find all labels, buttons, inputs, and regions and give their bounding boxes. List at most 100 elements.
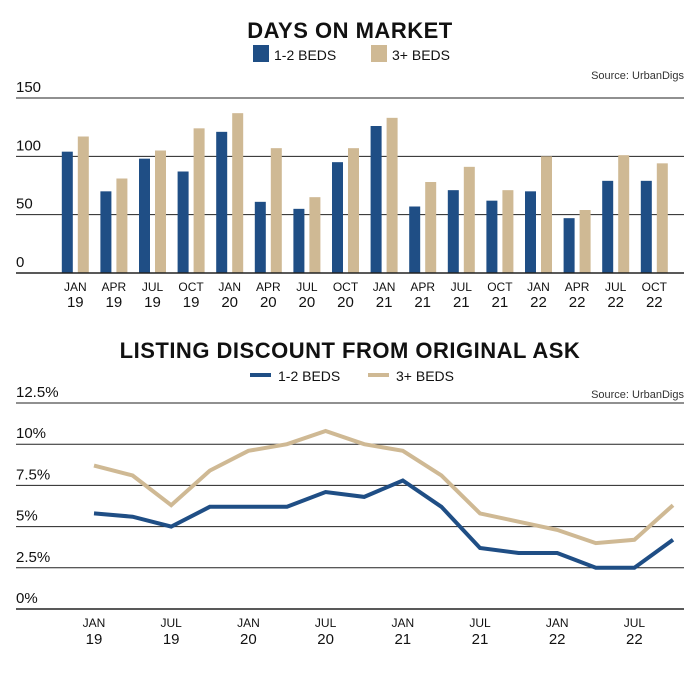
bar-x-tick-year: 21 [414,294,431,311]
bar-1-2-beds-jan-20 [216,132,227,273]
bar-x-tick-year: 19 [106,294,123,311]
bar-1-2-beds-jul-22 [602,181,613,273]
line-x-tick-year: 19 [86,631,103,648]
bar-x-axis: JAN19APR19JUL19OCT19JAN20APR20JUL20OCT20… [64,280,668,311]
bar-x-tick-year: 21 [453,294,470,311]
line-x-tick-year: 22 [626,631,643,648]
bar-x-tick-year: 22 [607,294,624,311]
bar-x-tick-month: APR [565,280,590,294]
bar-x-tick-year: 22 [530,294,547,311]
bar-1-2-beds-jan-22 [525,191,536,273]
bar-x-tick-year: 20 [260,294,277,311]
bar-legend-label-1-2-beds: 1-2 BEDS [274,47,336,63]
bar-3plus-beds-jul-21 [464,167,475,273]
bar-1-2-beds-jul-20 [293,209,304,273]
line-x-tick-year: 19 [163,631,180,648]
bar-plot-area [62,113,668,273]
bar-x-tick-month: APR [256,280,281,294]
bar-x-tick-month: JUL [296,280,318,294]
bar-legend-swatch-1-2-beds [253,45,269,62]
bar-3plus-beds-oct-19 [194,128,205,273]
bar-legend: 1-2 BEDS 3+ BEDS [253,45,450,63]
line-x-tick-year: 21 [394,631,411,648]
bar-3plus-beds-apr-21 [425,182,436,273]
bar-1-2-beds-jul-19 [139,159,150,273]
bar-3plus-beds-apr-19 [116,179,127,274]
line-x-tick-month: JAN [237,616,260,630]
bar-x-tick-month: APR [102,280,127,294]
bar-x-tick-year: 20 [299,294,316,311]
bar-y-tick-label: 150 [16,79,41,96]
line-x-tick-month: JUL [469,616,491,630]
line-y-tick-label: 5% [16,508,38,525]
bar-1-2-beds-apr-20 [255,202,266,273]
bar-1-2-beds-oct-22 [641,181,652,273]
bar-y-tick-label: 100 [16,137,41,154]
bar-x-tick-year: 20 [221,294,238,311]
line-x-tick-month: JUL [624,616,646,630]
bar-3plus-beds-jan-20 [232,113,243,273]
bar-x-tick-month: JUL [605,280,627,294]
bar-x-tick-year: 20 [337,294,354,311]
bar-3plus-beds-jul-20 [309,197,320,273]
line-x-tick-month: JUL [161,616,183,630]
bar-3plus-beds-oct-21 [502,190,513,273]
line-y-tick-label: 10% [16,425,46,442]
bar-3plus-beds-apr-22 [580,210,591,273]
bar-x-tick-month: JUL [142,280,164,294]
bar-y-tick-label: 0 [16,254,24,271]
bar-3plus-beds-jul-22 [618,155,629,273]
bar-x-tick-month: JUL [451,280,473,294]
bar-1-2-beds-jul-21 [448,190,459,273]
line-x-tick-year: 20 [240,631,257,648]
bar-x-tick-month: JAN [373,280,396,294]
bar-x-tick-month: JAN [218,280,241,294]
line-x-tick-year: 22 [549,631,566,648]
bar-3plus-beds-oct-20 [348,148,359,273]
line-x-tick-year: 21 [472,631,489,648]
line-x-tick-year: 20 [317,631,334,648]
bar-x-tick-year: 22 [569,294,586,311]
bar-1-2-beds-oct-20 [332,162,343,273]
bar-x-tick-month: APR [410,280,435,294]
bar-3plus-beds-apr-20 [271,148,282,273]
line-y-tick-label: 7.5% [16,466,50,483]
bar-1-2-beds-apr-22 [564,218,575,273]
bar-1-2-beds-apr-21 [409,207,420,274]
bar-x-tick-year: 21 [376,294,393,311]
line-y-tick-label: 0% [16,590,38,607]
bar-1-2-beds-jan-21 [371,126,382,273]
days-on-market-title: DAYS ON MARKET [247,18,452,43]
line-plot-area [94,431,673,568]
bar-3plus-beds-jan-22 [541,156,552,273]
bar-x-tick-month: JAN [527,280,550,294]
bar-x-tick-month: OCT [642,280,668,294]
bar-1-2-beds-oct-21 [486,201,497,273]
line-x-tick-month: JUL [315,616,337,630]
line-x-tick-month: JAN [391,616,414,630]
line-y-tick-label: 12.5% [16,384,59,401]
bar-x-tick-year: 21 [492,294,509,311]
line-y-tick-label: 2.5% [16,549,50,566]
bar-x-tick-year: 19 [183,294,200,311]
line-x-tick-month: JAN [546,616,569,630]
bar-1-2-beds-oct-19 [178,172,189,274]
bar-3plus-beds-oct-22 [657,163,668,273]
bar-x-tick-year: 19 [67,294,84,311]
bar-legend-label-3plus-beds: 3+ BEDS [392,47,450,63]
bar-3plus-beds-jan-19 [78,137,89,274]
bar-3plus-beds-jul-19 [155,151,166,274]
bar-3plus-beds-jan-21 [387,118,398,273]
bar-x-tick-month: OCT [178,280,204,294]
line-legend-label-1-2-beds: 1-2 BEDS [278,368,340,384]
bar-x-tick-month: JAN [64,280,87,294]
bar-y-tick-label: 50 [16,196,33,213]
bar-x-tick-year: 22 [646,294,663,311]
line-series-1-2-beds [94,481,673,568]
line-x-tick-month: JAN [83,616,106,630]
bar-chart-source: Source: UrbanDigs [591,70,684,82]
line-legend: 1-2 BEDS 3+ BEDS [250,368,454,384]
